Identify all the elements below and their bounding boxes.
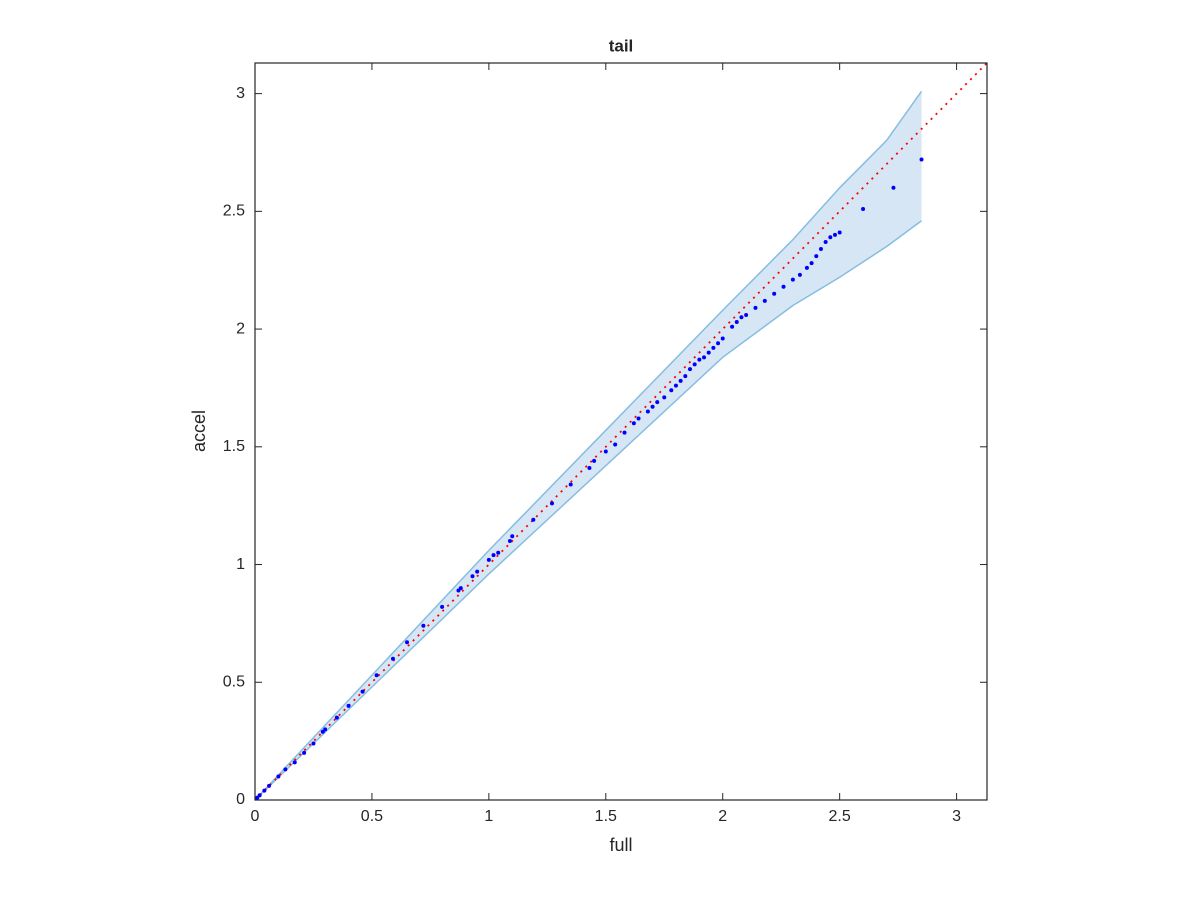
band-lower-edge	[254, 220, 922, 801]
x-axis-label: full	[609, 835, 632, 855]
point	[804, 265, 809, 270]
point	[622, 430, 627, 435]
point	[818, 247, 823, 252]
x-tick-label: 1.5	[595, 808, 617, 825]
point	[662, 395, 667, 400]
point	[470, 574, 475, 579]
point	[683, 374, 688, 379]
point	[837, 230, 842, 235]
x-tick-label: 1	[484, 808, 493, 825]
point	[692, 362, 697, 367]
point	[655, 400, 660, 405]
point	[772, 291, 777, 296]
point	[550, 501, 555, 506]
point	[440, 604, 445, 609]
point	[283, 767, 288, 772]
point	[374, 673, 379, 678]
point	[832, 232, 837, 237]
point	[510, 534, 515, 539]
point	[711, 345, 716, 350]
point	[797, 272, 802, 277]
point	[276, 774, 281, 779]
point	[334, 715, 339, 720]
y-tick-label: 2	[236, 320, 245, 337]
y-tick-label: 3	[236, 85, 245, 102]
point	[919, 157, 924, 162]
point	[531, 517, 536, 522]
point	[405, 640, 410, 645]
band-upper-edge	[254, 90, 923, 801]
point	[814, 254, 819, 259]
y-axis-label: accel	[189, 410, 209, 452]
point	[702, 355, 707, 360]
point	[421, 623, 426, 628]
point	[809, 261, 814, 266]
point	[267, 783, 272, 788]
point	[262, 788, 267, 793]
y-tick-label: 1	[236, 556, 245, 573]
point	[458, 586, 463, 591]
point	[687, 367, 692, 372]
point	[496, 550, 501, 555]
point	[613, 442, 618, 447]
point	[734, 320, 739, 325]
axes-box	[254, 62, 988, 801]
x-tick-label: 2	[718, 808, 727, 825]
point	[716, 341, 721, 346]
chart-title: tail	[609, 36, 634, 55]
point	[257, 793, 262, 798]
point	[360, 689, 365, 694]
point	[346, 703, 351, 708]
y-tick-label: 0.5	[223, 673, 245, 690]
point	[669, 388, 674, 393]
point	[568, 482, 573, 487]
point	[697, 357, 702, 362]
point	[891, 185, 896, 190]
point	[823, 239, 828, 244]
point	[650, 404, 655, 409]
point	[645, 409, 650, 414]
point	[739, 315, 744, 320]
point	[706, 350, 711, 355]
point	[636, 416, 641, 421]
point	[861, 206, 866, 211]
x-tick-label: 3	[952, 808, 961, 825]
point	[603, 449, 608, 454]
point	[587, 465, 592, 470]
y-tick-label: 0	[236, 791, 245, 808]
y-tick-label: 1.5	[223, 438, 245, 455]
point	[390, 656, 395, 661]
point	[592, 458, 597, 463]
point	[475, 569, 480, 574]
point	[730, 324, 735, 329]
point	[486, 557, 491, 562]
point	[744, 312, 749, 317]
point	[790, 277, 795, 282]
point	[323, 727, 328, 732]
point	[631, 421, 636, 426]
x-tick-label: 2.5	[829, 808, 851, 825]
point	[678, 378, 683, 383]
point	[828, 235, 833, 240]
point	[673, 383, 678, 388]
x-tick-label: 0.5	[361, 808, 383, 825]
point	[491, 553, 496, 558]
point	[507, 538, 512, 543]
point	[781, 284, 786, 289]
reference-line	[254, 62, 988, 801]
y-tick-label: 2.5	[223, 203, 245, 220]
point	[753, 305, 758, 310]
point	[311, 741, 316, 746]
point	[720, 336, 725, 341]
x-tick-label: 0	[251, 808, 260, 825]
point	[302, 750, 307, 755]
point	[292, 760, 297, 765]
point	[762, 298, 767, 303]
